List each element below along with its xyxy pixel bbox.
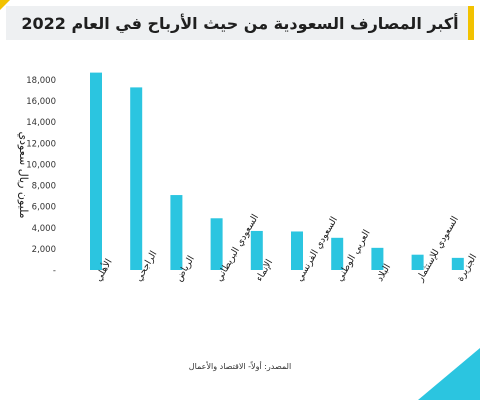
y-tick-label: 2,000	[32, 245, 56, 255]
x-tick-label: السعودي للإستثمار	[414, 214, 461, 284]
title-bar: أكبر المصارف السعودية من حيث الأرباح في …	[6, 6, 474, 40]
y-tick-label: 10,000	[26, 160, 56, 170]
bar	[331, 237, 344, 270]
y-tick-label: 16,000	[26, 97, 56, 107]
bar	[90, 72, 102, 270]
corner-accent-top	[0, 0, 10, 10]
bar	[451, 257, 464, 270]
bar	[130, 87, 143, 270]
bar	[411, 254, 424, 270]
y-tick-label: 12,000	[26, 139, 56, 149]
y-axis-label: مليون ريال سعودي	[17, 131, 30, 218]
bar	[291, 231, 303, 270]
y-tick-label: 8,000	[32, 182, 56, 192]
bar	[371, 247, 384, 270]
corner-accent-bottom	[418, 348, 480, 400]
y-tick-label: -	[53, 266, 56, 276]
y-tick-label: 4,000	[32, 224, 56, 234]
y-tick-label: 18,000	[26, 76, 56, 86]
chart-frame	[4, 4, 476, 396]
y-tick-label: 6,000	[32, 203, 56, 213]
bar	[210, 218, 223, 270]
chart-title: أكبر المصارف السعودية من حيث الأرباح في …	[21, 13, 459, 33]
bar	[250, 230, 263, 270]
bar	[170, 195, 183, 270]
source-note: المصدر: أولاً- الاقتصاد والأعمال	[188, 362, 292, 371]
y-tick-label: 14,000	[26, 118, 56, 128]
title-accent	[468, 6, 474, 40]
